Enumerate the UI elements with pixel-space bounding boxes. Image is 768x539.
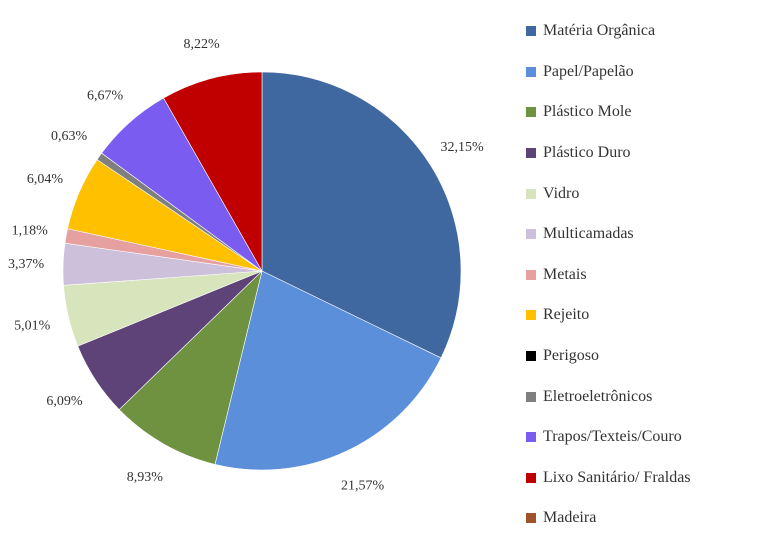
legend-item-8: Perigoso [526, 336, 691, 377]
legend-label: Plástico Mole [543, 103, 632, 121]
legend-item-9: Eletroeletrônicos [526, 376, 691, 417]
legend-swatch [526, 269, 536, 280]
legend-swatch [526, 229, 536, 240]
legend-label: Vidro [543, 184, 580, 202]
legend-label: Trapos/Texteis/Couro [543, 428, 682, 446]
legend-item-1: Papel/Papelão [526, 52, 691, 93]
legend-item-0: Matéria Orgânica [526, 11, 691, 52]
legend-swatch [526, 310, 536, 321]
legend-label: Plástico Duro [543, 144, 631, 162]
legend-label: Madeira [543, 509, 597, 527]
legend-swatch [526, 66, 536, 77]
pie-chart: 32,15% 21,57% 8,93% 6,09% 5,01% 3,37% 1,18% 6,0… [8, 37, 484, 494]
slice-label-0: 32,15% [440, 140, 484, 155]
legend-label: Multicamadas [543, 225, 634, 243]
legend-item-2: Plástico Mole [526, 92, 691, 133]
legend-item-6: Metais [526, 255, 691, 296]
legend-swatch [526, 391, 536, 402]
legend-item-10: Trapos/Texteis/Couro [526, 417, 691, 458]
slice-label-4: 5,01% [14, 319, 51, 334]
slice-label-1: 21,57% [341, 479, 385, 494]
slice-label-5: 3,37% [8, 257, 45, 272]
legend-label: Eletroeletrônicos [543, 387, 653, 405]
legend-swatch [526, 26, 536, 37]
legend-item-12: Madeira [526, 498, 691, 539]
legend-item-4: Vidro [526, 173, 691, 214]
legend-label: Matéria Orgânica [543, 22, 656, 40]
slice-label-10: 6,67% [87, 89, 124, 104]
slice-label-6: 1,18% [12, 223, 49, 238]
legend-label: Metais [543, 265, 587, 283]
legend-item-11: Lixo Sanitário/ Fraldas [526, 458, 691, 499]
legend-item-7: Rejeito [526, 295, 691, 336]
legend-swatch [526, 472, 536, 483]
legend-swatch [526, 148, 536, 159]
legend-swatch [526, 188, 536, 199]
pie-slice-2 [118, 270, 263, 465]
slice-label-11: 8,22% [184, 37, 221, 52]
legend-item-3: Plástico Duro [526, 133, 691, 174]
slice-label-7: 6,04% [27, 172, 64, 187]
legend-label: Perigoso [543, 347, 599, 365]
chart-legend: Matéria Orgânica Papel/Papelão Plástico Mo… [526, 11, 691, 539]
slice-label-2: 8,93% [127, 470, 164, 485]
legend-swatch [526, 513, 536, 524]
pie-slice-0 [261, 71, 462, 359]
legend-swatch [526, 107, 536, 118]
legend-label: Lixo Sanitário/ Fraldas [543, 468, 691, 486]
legend-swatch [526, 432, 536, 443]
slice-label-9: 0,63% [51, 129, 88, 144]
legend-label: Papel/Papelão [543, 62, 634, 80]
legend-swatch [526, 351, 536, 362]
legend-label: Rejeito [543, 306, 590, 324]
pie-slice-11 [163, 71, 263, 273]
slice-label-3: 6,09% [46, 394, 83, 409]
legend-item-5: Multicamadas [526, 214, 691, 255]
pie-slice-1 [214, 270, 442, 471]
